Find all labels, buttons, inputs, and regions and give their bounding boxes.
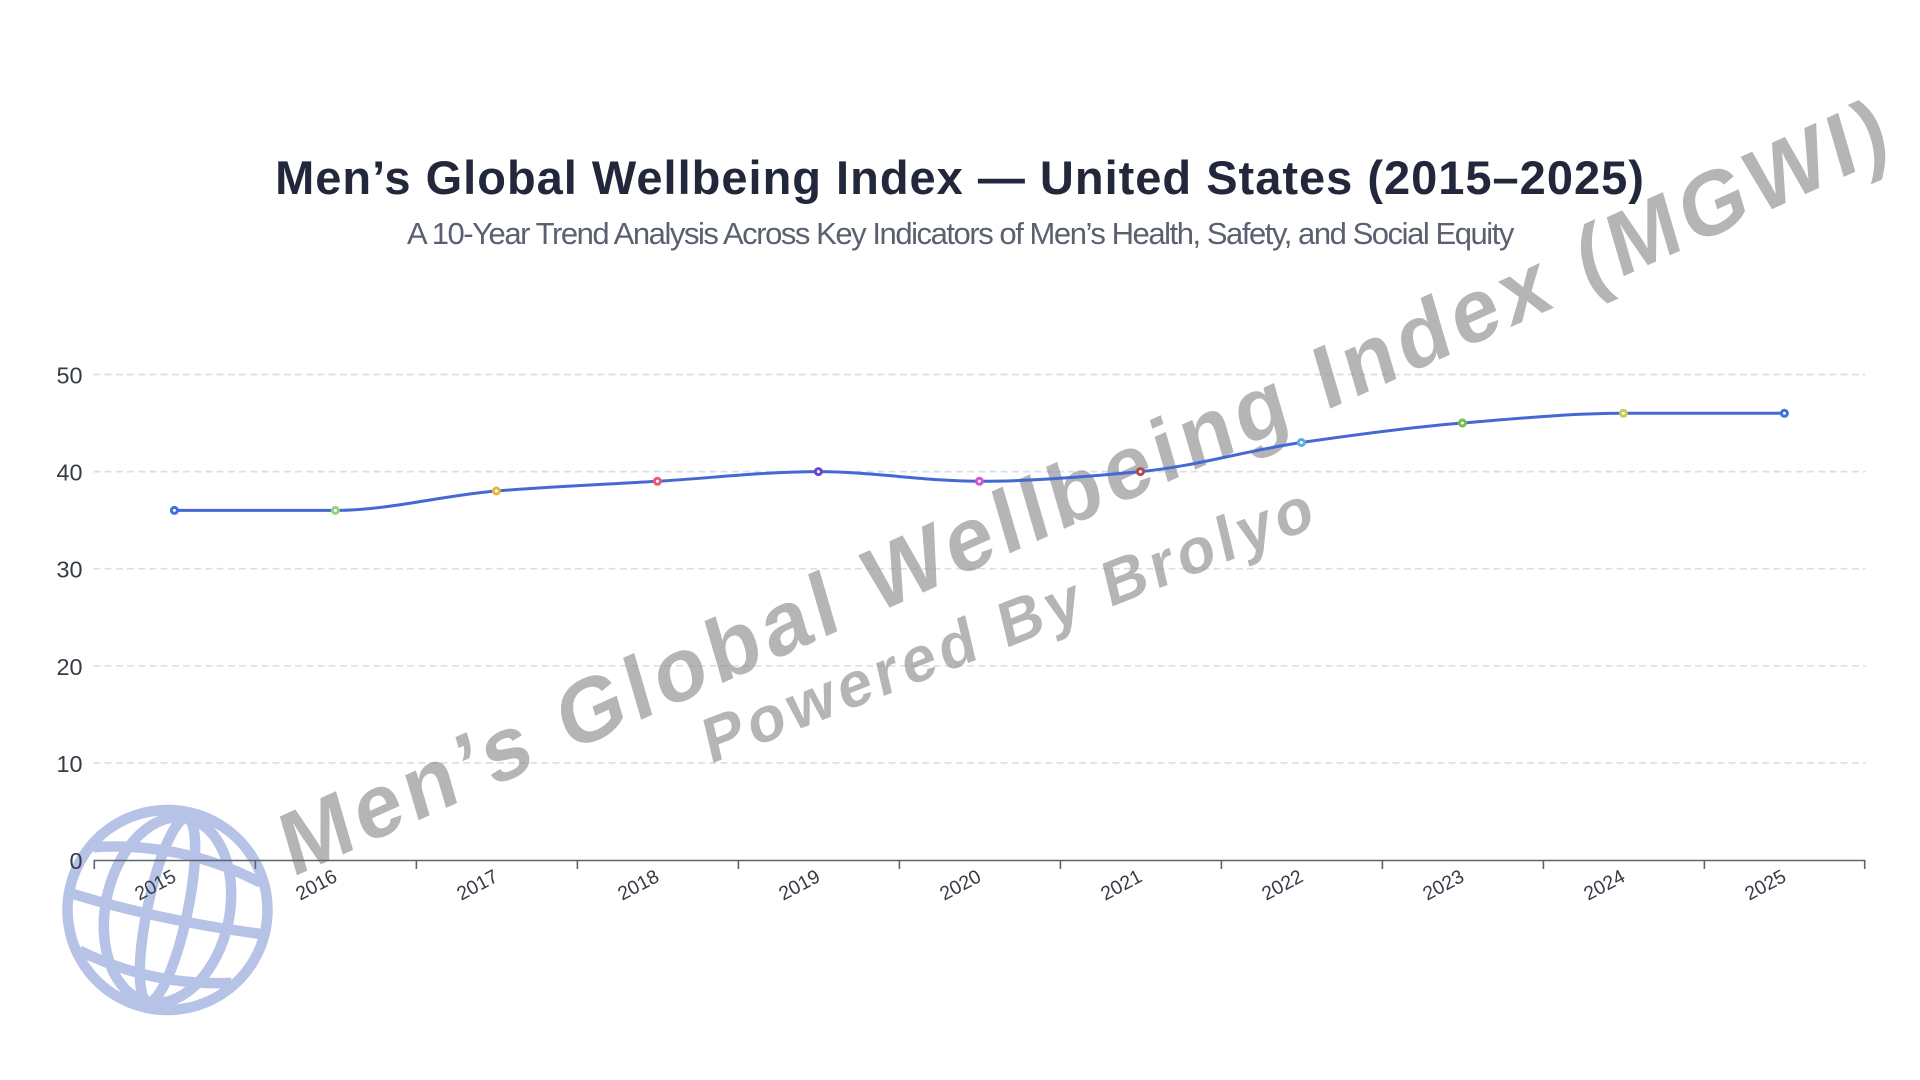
svg-text:2021: 2021	[1097, 865, 1146, 905]
svg-text:0: 0	[69, 848, 82, 874]
svg-text:2020: 2020	[936, 865, 985, 905]
svg-text:2019: 2019	[775, 865, 824, 905]
svg-text:10: 10	[56, 751, 82, 777]
svg-text:30: 30	[56, 557, 82, 583]
svg-text:2024: 2024	[1580, 865, 1629, 905]
svg-text:2017: 2017	[453, 865, 502, 905]
svg-text:2023: 2023	[1419, 865, 1468, 905]
svg-text:2022: 2022	[1258, 865, 1307, 905]
svg-text:2018: 2018	[614, 865, 663, 905]
svg-text:2016: 2016	[292, 865, 341, 905]
svg-text:20: 20	[56, 654, 82, 680]
svg-text:50: 50	[56, 363, 82, 389]
svg-text:40: 40	[56, 460, 82, 486]
svg-text:2015: 2015	[131, 865, 180, 905]
svg-text:2025: 2025	[1741, 865, 1790, 905]
